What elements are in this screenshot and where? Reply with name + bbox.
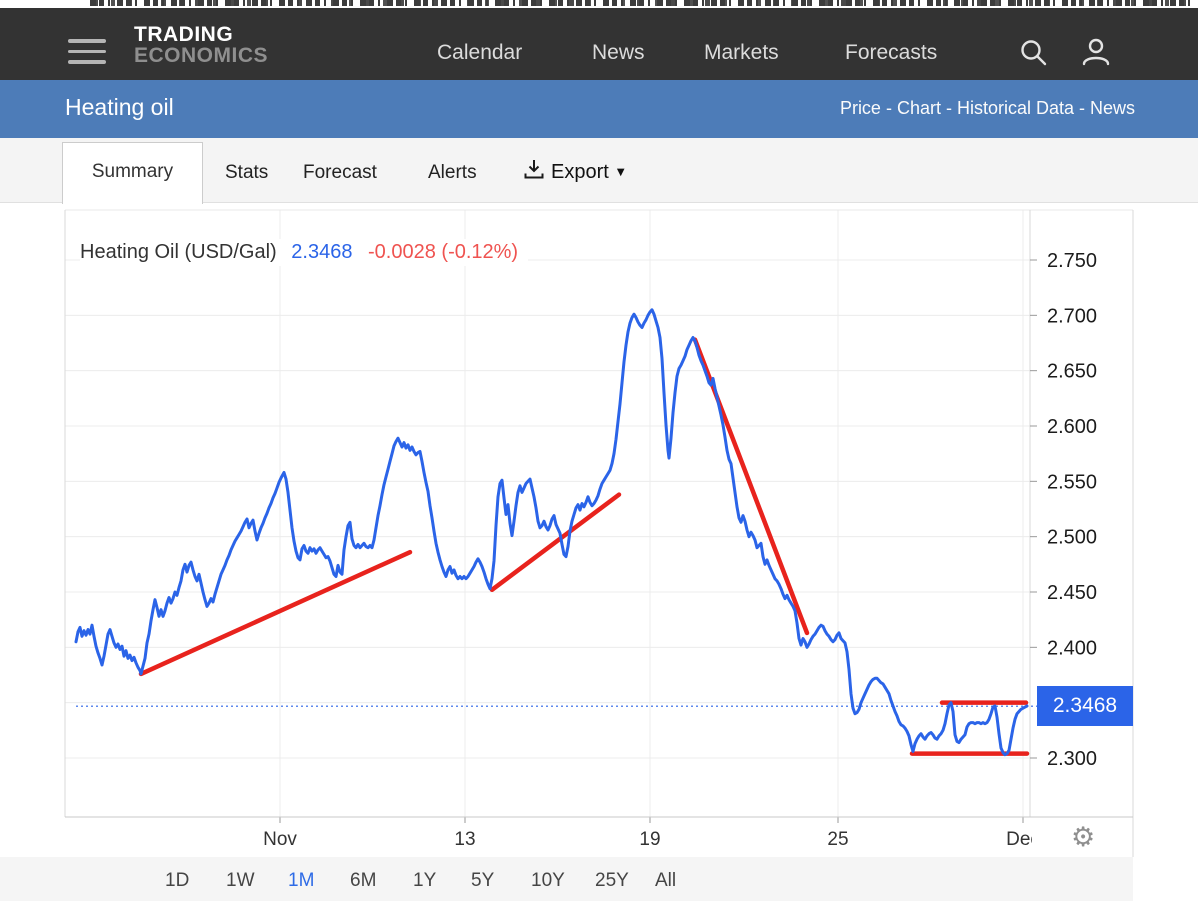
chart-last-price: 2.3468 [291,241,353,263]
y-axis-label: 2.500 [1047,527,1097,549]
range-6m[interactable]: 6M [350,870,377,891]
top-navbar: TRADING ECONOMICS Calendar News Markets … [0,8,1198,80]
tab-bar: Summary Stats Forecast Alerts Export ▼ [0,138,1198,204]
hamburger-menu-icon[interactable] [68,39,106,70]
chevron-down-icon: ▼ [616,166,625,178]
chart-legend: Heating Oil (USD/Gal) 2.3468 -0.0028 (-0… [80,239,529,266]
search-icon[interactable] [1018,37,1048,72]
nav-item-news[interactable]: News [592,41,645,64]
export-label: Export [551,160,609,183]
range-toolbar: 1D 1W 1M 6M 1Y 5Y 10Y 25Y All [0,857,1133,901]
logo-line1: TRADING [134,23,234,46]
chart-price-change: -0.0028 (-0.12%) [368,241,519,263]
y-axis-label: 2.750 [1047,250,1097,272]
range-1d[interactable]: 1D [165,870,190,891]
chart-settings-gear-icon[interactable]: ⚙ [1071,822,1096,853]
logo-line2: ECONOMICS [134,44,269,67]
range-all[interactable]: All [655,870,677,891]
y-axis-label: 2.550 [1047,471,1097,493]
tab-stats[interactable]: Stats [225,162,269,183]
export-button[interactable]: Export ▼ [523,159,625,185]
nav-item-calendar[interactable]: Calendar [437,41,523,64]
x-axis-label: Nov [263,829,297,850]
annotation-uptrend-2 [489,492,622,593]
breadcrumb-links[interactable]: Price - Chart - Historical Data - News [839,98,1135,118]
x-axis-label: 25 [827,829,848,850]
range-10y[interactable]: 10Y [531,870,565,891]
instrument-header: Heating oil Price - Chart - Historical D… [0,80,1198,138]
nav-item-forecasts[interactable]: Forecasts [845,41,938,64]
y-axis-label: 2.400 [1047,637,1097,659]
x-axis-label: 19 [639,829,660,850]
range-1y[interactable]: 1Y [413,870,437,891]
user-account-icon[interactable] [1079,35,1113,74]
nav-item-markets[interactable]: Markets [704,41,779,64]
range-25y[interactable]: 25Y [595,870,629,891]
range-5y[interactable]: 5Y [471,870,495,891]
range-1m[interactable]: 1M [288,870,315,891]
price-chart[interactable]: 2.750 2.700 2.650 2.600 2.550 2.500 2.450 2.400… [0,203,1198,857]
download-icon [523,159,545,185]
price-line [74,308,1029,757]
chart-instrument-name: Heating Oil (USD/Gal) [80,241,277,263]
y-axis-label: 2.300 [1047,748,1097,770]
trading-economics-logo[interactable]: TRADING ECONOMICS [134,23,269,67]
ticker-text-fragments [90,0,1194,6]
x-label-clip [1032,819,1131,855]
cropped-ticker-strip [0,0,1198,8]
y-axis-label: 2.700 [1047,305,1097,327]
range-1w[interactable]: 1W [226,870,255,891]
x-axis-label: 13 [454,829,475,850]
annotation-uptrend-1 [138,549,413,677]
page-title: Heating oil [65,94,174,120]
tab-summary[interactable]: Summary [62,142,203,204]
price-badge: 2.3468 [1037,686,1133,727]
tab-alerts[interactable]: Alerts [428,162,477,183]
y-axis-label: 2.600 [1047,416,1097,438]
x-axis-label: Dec [1006,829,1040,850]
y-axis-label: 2.450 [1047,582,1097,604]
tab-forecast[interactable]: Forecast [303,162,377,183]
chart-panel: 2.750 2.700 2.650 2.600 2.550 2.500 2.450 2.400… [0,203,1198,857]
y-axis-label: 2.650 [1047,361,1097,383]
